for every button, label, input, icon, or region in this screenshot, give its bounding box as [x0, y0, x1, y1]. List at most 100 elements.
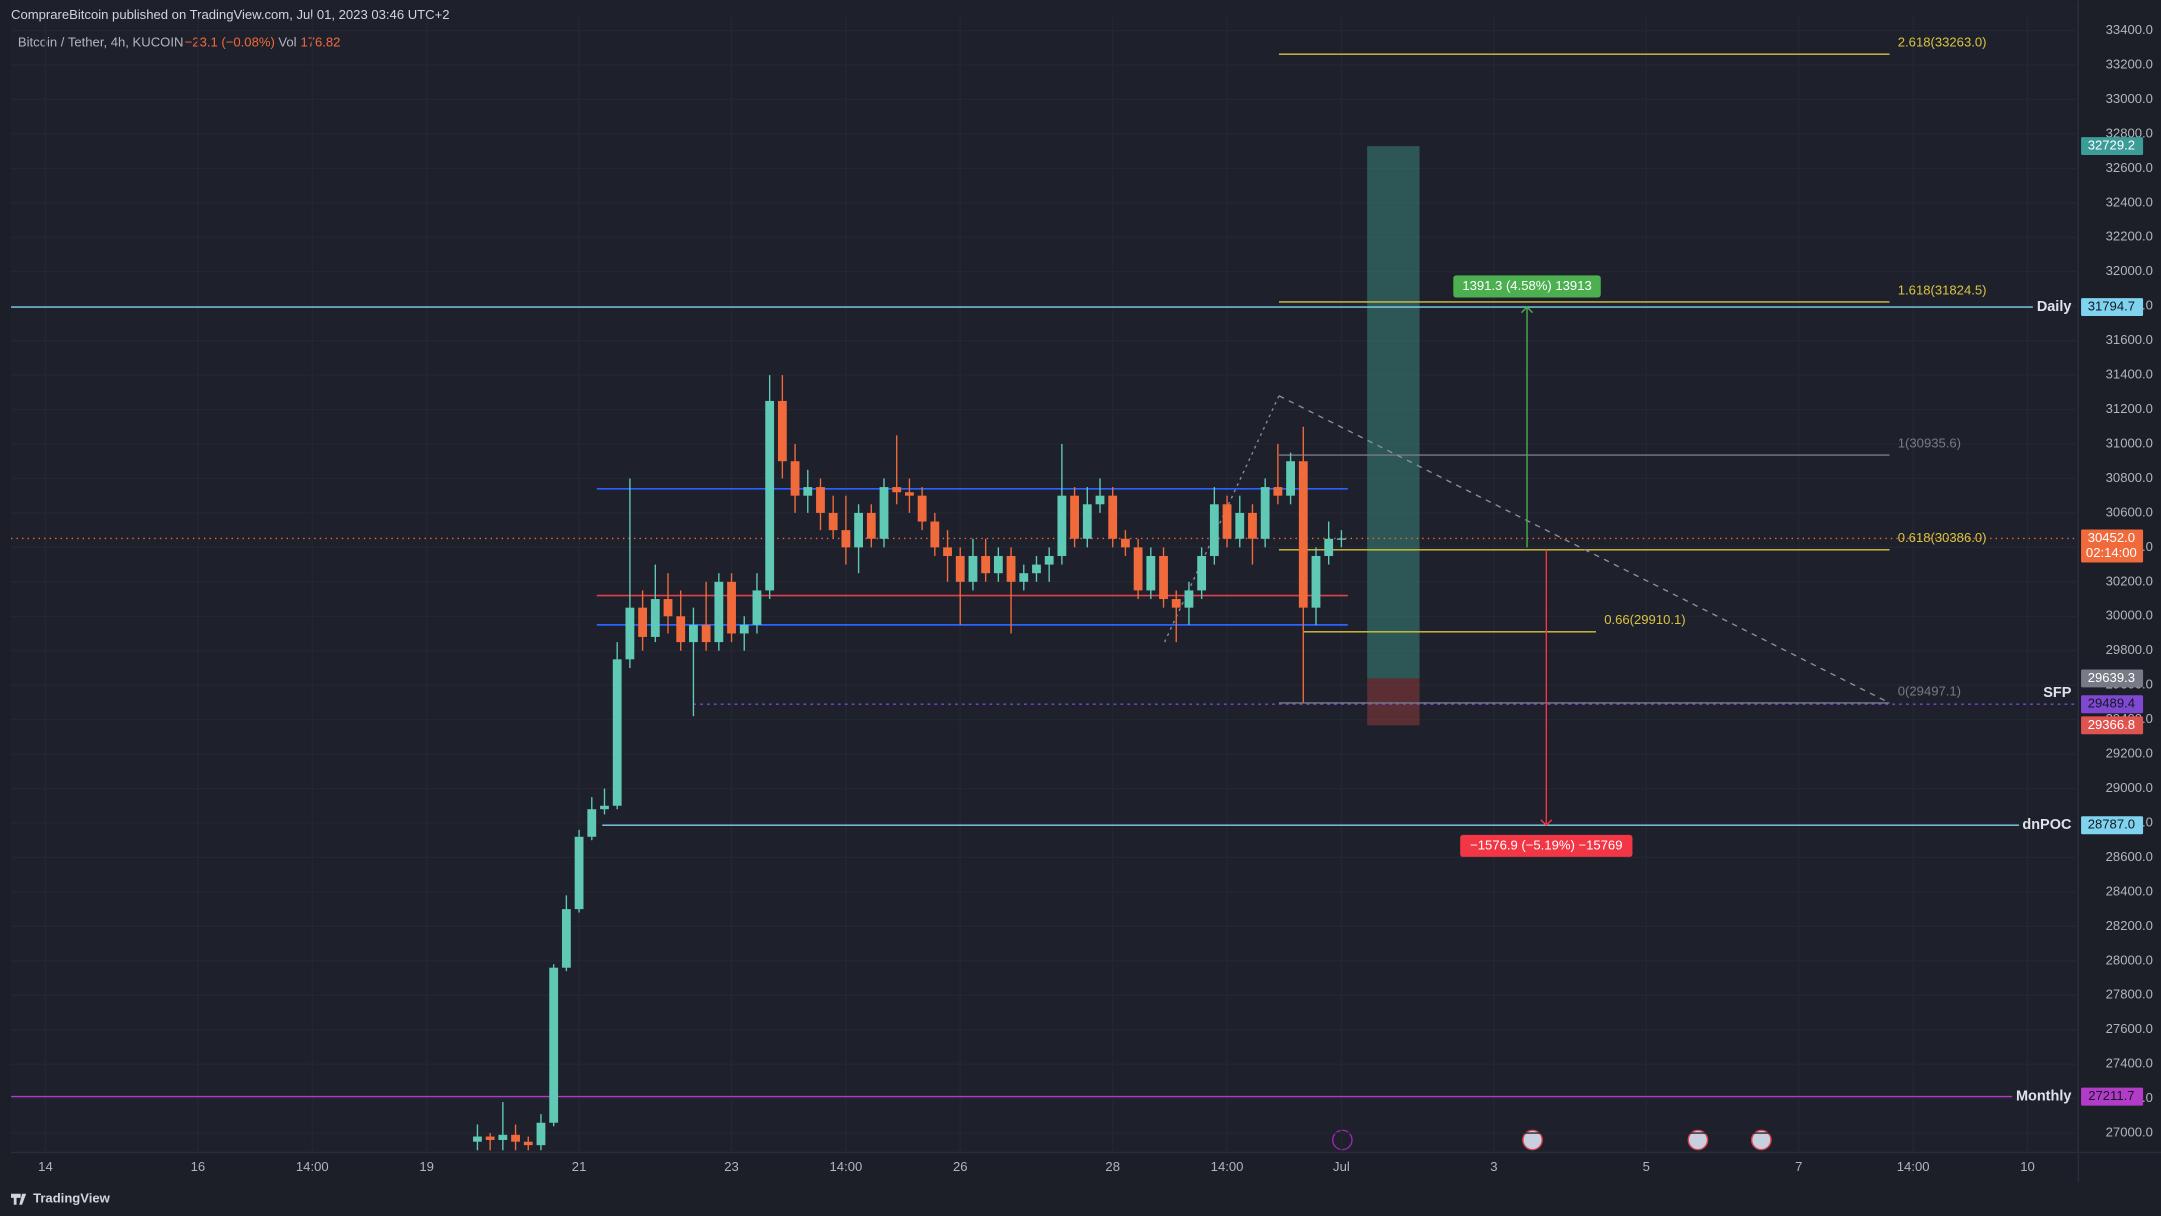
- candle-body: [1133, 547, 1143, 591]
- candle-body: [625, 607, 635, 660]
- candle-body: [689, 624, 698, 643]
- y-tick-label: 33400.0: [2106, 22, 2153, 37]
- candle-body: [587, 809, 597, 837]
- y-tick-label: 31200.0: [2106, 401, 2153, 416]
- price-tag: [2081, 298, 2144, 317]
- x-tick-label: 5: [1643, 1159, 1650, 1174]
- price-tag-label: 31794.7: [2088, 299, 2135, 314]
- candle-body: [943, 547, 952, 556]
- candle-body: [1184, 590, 1194, 608]
- y-tick-label: 29200.0: [2106, 746, 2153, 761]
- candle-body: [1248, 512, 1257, 539]
- x-tick-label: 23: [724, 1159, 739, 1174]
- candle-body: [854, 512, 864, 548]
- candle-body: [600, 805, 609, 810]
- candle-body: [714, 581, 724, 643]
- candle-body: [1108, 495, 1118, 539]
- candle-body: [701, 624, 711, 643]
- trendline: [1278, 395, 1890, 704]
- measure-label: 1391.3 (4.58%) 13913: [1462, 278, 1591, 293]
- x-tick-label: 14:00: [1897, 1159, 1930, 1174]
- candle-body: [905, 492, 914, 496]
- candle-body: [663, 599, 673, 617]
- y-tick-label: 32800.0: [2106, 125, 2153, 140]
- candle-body: [866, 512, 876, 539]
- x-tick-label: 14:00: [1211, 1159, 1244, 1174]
- candle-body: [1057, 495, 1067, 556]
- price-tag-label: 29366.8: [2088, 717, 2135, 732]
- volume-name: Vol: [278, 34, 296, 49]
- plot-area: [11, 0, 2079, 1153]
- candle-body: [1146, 555, 1156, 591]
- candle-body: [816, 487, 825, 513]
- price-tag-label: 28787.0: [2088, 817, 2135, 832]
- candle-body: [917, 495, 927, 522]
- fib-label: 1(30935.6): [1898, 436, 1961, 451]
- candle-body: [841, 530, 851, 548]
- x-tick-label: 3: [1490, 1159, 1497, 1174]
- candle-body: [803, 487, 813, 496]
- price-tag-label: 29639.3: [2088, 670, 2135, 685]
- candle-body: [1197, 555, 1207, 591]
- price-tag: [2081, 529, 2144, 563]
- position-stop: [1367, 678, 1420, 726]
- y-tick-label: 30000.0: [2106, 608, 2153, 623]
- price-tag: [2081, 669, 2144, 688]
- level-name: SFP: [2043, 685, 2071, 701]
- candle-body: [828, 512, 838, 531]
- symbol-title: Bitcoin / Tether, 4h, KUCOIN: [18, 34, 184, 49]
- y-tick-label: 33200.0: [2106, 56, 2153, 71]
- candle-body: [574, 836, 584, 910]
- candle-body: [1235, 512, 1245, 539]
- event-icon: [1750, 1129, 1772, 1151]
- y-tick-label: 32000.0: [2106, 263, 2153, 278]
- price-tag-label: 32729.2: [2088, 138, 2135, 153]
- y-tick-label: 27000.0: [2106, 1125, 2153, 1140]
- fib-label: 1.618(31824.5): [1898, 282, 1987, 297]
- x-tick-label: 14: [38, 1159, 53, 1174]
- y-tick-label: 31600.0: [2106, 332, 2153, 347]
- countdown: 02:14:00: [2086, 545, 2137, 560]
- price-tag: [2081, 1087, 2144, 1106]
- x-tick-label: 10: [2020, 1159, 2035, 1174]
- y-tick-label: 28400.0: [2106, 883, 2153, 898]
- y-tick-label: 27400.0: [2106, 1056, 2153, 1071]
- fib-label: 2.618(33263.0): [1898, 35, 1987, 50]
- candle-body: [1286, 461, 1295, 496]
- candle-body: [1209, 504, 1219, 556]
- level-name: Monthly: [2016, 1088, 2071, 1104]
- candle-body: [1070, 495, 1079, 539]
- level-name: Daily: [2037, 299, 2072, 315]
- candle-body: [498, 1134, 508, 1140]
- y-tick-label: 32400.0: [2106, 194, 2153, 209]
- price-tag: [2081, 816, 2144, 835]
- y-tick-label: 32600.0: [2106, 160, 2153, 175]
- fib-label: 0(29497.1): [1898, 683, 1961, 698]
- brand: TradingView: [33, 1191, 111, 1206]
- candle-body: [1032, 564, 1041, 574]
- price-change: −23.1 (−0.08%): [185, 34, 275, 49]
- candle-body: [1273, 487, 1283, 496]
- event-icon: [1332, 1129, 1353, 1151]
- candle-body: [955, 555, 965, 582]
- y-tick-label: 28000.0: [2106, 952, 2153, 967]
- x-tick-label: 21: [572, 1159, 587, 1174]
- measure-box: [1453, 275, 1601, 298]
- x-tick-label: 28: [1105, 1159, 1120, 1174]
- arrow-head: [1521, 306, 1534, 314]
- price-tag: [2081, 695, 2144, 714]
- candle-body: [1336, 538, 1346, 540]
- candle-body: [650, 599, 660, 637]
- candle-body: [473, 1136, 482, 1142]
- candle-body: [1171, 599, 1181, 608]
- price-tag-label: 30452.0: [2088, 530, 2135, 545]
- x-tick-label: 14:00: [296, 1159, 329, 1174]
- candle-body: [1298, 461, 1308, 608]
- candle-body: [765, 400, 775, 591]
- candle-body: [993, 555, 1003, 574]
- candle-body: [511, 1134, 520, 1142]
- y-tick-label: 27600.0: [2106, 1021, 2153, 1036]
- candle-body: [638, 607, 648, 637]
- candle-body: [1044, 555, 1054, 565]
